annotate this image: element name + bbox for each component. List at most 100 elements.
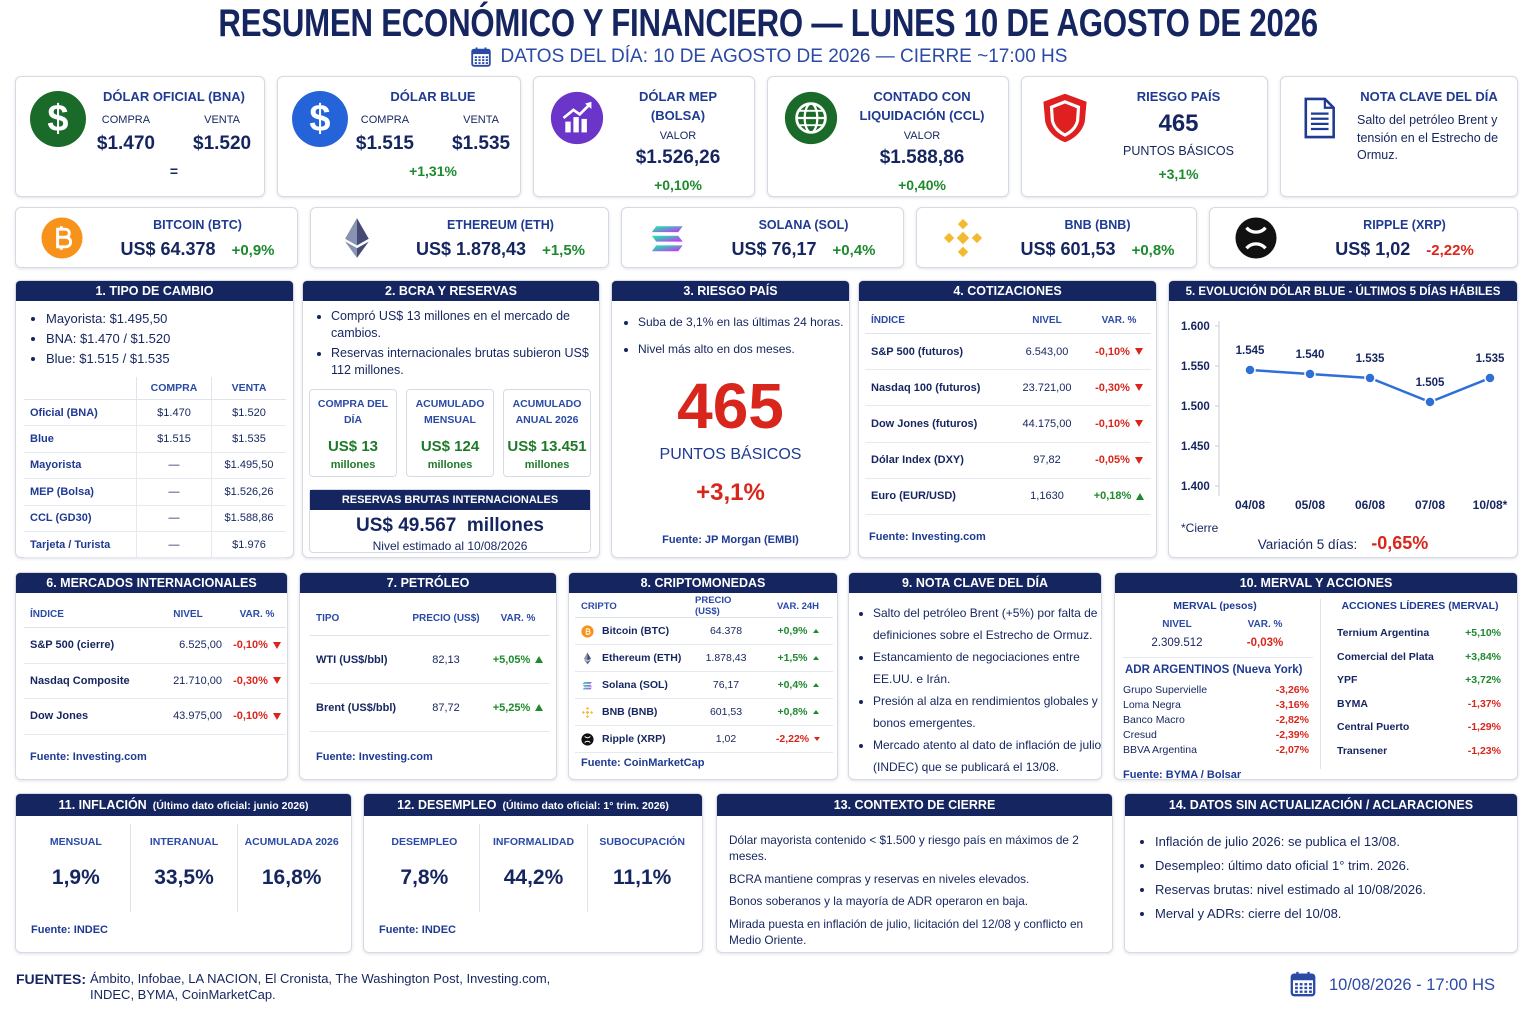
bullet-item: Mayorista: $1.495,50	[46, 309, 296, 329]
table-cell: 6.525,00	[148, 628, 228, 664]
callout-note: Nivel estimado al 10/08/2026	[372, 539, 528, 553]
x-tick-label: 10/08*	[1473, 498, 1508, 512]
title-wrap: RESUMEN ECONÓMICO Y FINANCIERO — LUNES 1…	[0, 2, 1537, 46]
section: 2. BCRA Y RESERVAS Compró US$ 13 millones…	[302, 280, 600, 558]
stat-value: 1,9%	[51, 866, 100, 889]
stat-column: DESEMPLEO 7,8%	[370, 824, 479, 912]
table-cell: 21.710,00	[148, 664, 228, 699]
icon-part	[581, 706, 594, 718]
icon-part	[581, 732, 594, 746]
table-cell: 23.721,00	[1007, 370, 1087, 407]
crypto-change: +0,4%	[832, 242, 876, 259]
adr-name: Cresud	[1123, 729, 1157, 741]
card-unit: PUNTOS BÁSICOS	[1123, 144, 1234, 158]
icon-part	[1049, 100, 1081, 137]
icon-part	[651, 226, 683, 252]
section: 13. CONTEXTO DE CIERRE Dólar mayorista co…	[716, 793, 1113, 953]
table-cell: $1.470	[136, 400, 211, 427]
table-cell: Solana (SOL)	[575, 672, 689, 699]
page-subtitle: DATOS DEL DÍA: 10 DE AGOSTO DE 2026 — CI…	[500, 46, 1068, 67]
table-header: NIVEL	[148, 601, 228, 628]
section-header: 13. CONTEXTO DE CIERRE	[717, 794, 1112, 816]
icon-part	[585, 706, 590, 710]
card-content: DÓLAR BLUE COMPRA $1.515 VENTA $1.535 +1,31%	[354, 87, 512, 179]
stat-label: ACUMULADO ANUAL 2026	[512, 398, 582, 426]
section-title: 7. PETRÓLEO	[386, 576, 470, 590]
page-title: RESUMEN ECONÓMICO Y FINANCIERO — LUNES 1…	[218, 2, 1319, 45]
bullet-item: Estancamiento de negociaciones entre EE.…	[873, 646, 1109, 690]
section-title: 6. MERCADOS INTERNACIONALES	[46, 576, 257, 590]
card-column: COMPRA $1.470	[97, 114, 155, 155]
section: 7. PETRÓLEO TIPO PRECIO (US$) VAR. % WTI (US…	[299, 572, 557, 780]
source: Fuente: CoinMarketCap	[581, 757, 705, 769]
source: Fuente: INDEC	[379, 924, 456, 936]
chart-change-row: Variación 5 días: -0,65%	[1169, 533, 1517, 554]
table-cell: —	[136, 505, 211, 532]
header-spacer	[24, 377, 136, 400]
top-card: CONTADO CON LIQUIDACIÓN (CCL) VALOR $1.588…	[767, 76, 1009, 197]
card-value: $1.515	[355, 133, 414, 154]
card-title: DÓLAR MEP (BOLSA)	[639, 89, 717, 123]
card-columns: COMPRA $1.470 VENTA $1.520	[97, 114, 251, 155]
section-header: 2. BCRA Y RESERVAS	[303, 281, 599, 301]
table-cell: +0,18%	[1087, 479, 1151, 515]
card-change: =	[169, 163, 179, 179]
source: Fuente: JP Morgan (EMBI)	[662, 534, 799, 546]
card-change: +0,40%	[898, 177, 946, 193]
table-cell: $1.515	[136, 426, 211, 453]
icon-part	[584, 735, 591, 743]
stat-value: US$ 13	[327, 438, 379, 455]
source: Fuente: Investing.com	[869, 531, 986, 543]
card-content: DÓLAR OFICIAL (BNA) COMPRA $1.470 VENTA $1.5…	[92, 87, 256, 179]
table-cell: 97,82	[1007, 443, 1087, 479]
icon-part	[565, 121, 571, 133]
table-cell: $1.495,50	[211, 452, 286, 480]
bullet-item: Mercado atento al dato de inflación de j…	[873, 734, 1109, 778]
icon	[784, 91, 838, 145]
crypto-card: SOLANA (SOL) US$ 76,17 +0,4%	[621, 207, 904, 268]
section-title: 4. COTIZACIONES	[953, 284, 1062, 298]
section: 5. EVOLUCIÓN DÓLAR BLUE - ÚLTIMOS 5 DÍAS…	[1168, 280, 1518, 558]
table-cell: $1.588,86	[211, 505, 286, 532]
value-label: 1.540	[1296, 349, 1325, 361]
adr-name: BBVA Argentina	[1123, 744, 1197, 756]
icon-part	[1304, 97, 1335, 139]
card-value: $1.520	[193, 133, 252, 154]
bullet-list: Mayorista: $1.495,50BNA: $1.470 / $1.520…	[30, 309, 296, 369]
stat-label: MENSUAL	[49, 836, 102, 848]
arrow-down	[1134, 456, 1143, 464]
value-label: 1.505	[1416, 377, 1445, 389]
crypto-row: US$ 76,17 +0,4%	[712, 239, 895, 260]
icon-part	[971, 232, 983, 244]
card-column: VENTA $1.520	[193, 114, 251, 155]
stat-column: MENSUAL 1,9%	[22, 824, 130, 912]
arrow-up	[812, 629, 819, 633]
icon-part	[1295, 986, 1298, 990]
icon-part	[1309, 983, 1312, 986]
icon-part	[585, 101, 592, 109]
card-label: VALOR	[659, 130, 697, 142]
point	[1244, 364, 1256, 376]
icon-part	[56, 226, 73, 250]
stat-value: 33,5%	[154, 866, 214, 889]
adr-name: Loma Negra	[1123, 699, 1181, 711]
big-change: +3,1%	[696, 479, 765, 506]
bullet-item: BNA: $1.470 / $1.520	[46, 329, 296, 349]
icon-part	[584, 652, 588, 661]
section: 12. DESEMPLEO (Último dato oficial: 1° tr…	[363, 793, 703, 953]
stat-label: SUBOCUPACIÓN	[599, 836, 685, 848]
section-header: 1. TIPO DE CAMBIO	[16, 281, 293, 301]
table-header: VAR. %	[228, 601, 286, 628]
crypto-price: US$ 1,02	[1335, 239, 1411, 259]
icon-part	[1235, 217, 1277, 259]
x-tick-label: 04/08	[1235, 498, 1265, 512]
table-cell: +0,8%	[763, 699, 833, 726]
crypto-row: US$ 1.878,43 +1,5%	[401, 239, 600, 260]
stat-box: ACUMULADO MENSUAL US$ 124 millones	[406, 389, 494, 477]
adr-change: -3,26%	[1275, 684, 1309, 696]
icon-part	[956, 231, 970, 245]
crypto-change: -2,22%	[1426, 242, 1474, 259]
section-header: 6. MERCADOS INTERNACIONALES	[16, 573, 287, 593]
table-cell: -2,22%	[763, 726, 833, 753]
icon	[581, 652, 594, 665]
